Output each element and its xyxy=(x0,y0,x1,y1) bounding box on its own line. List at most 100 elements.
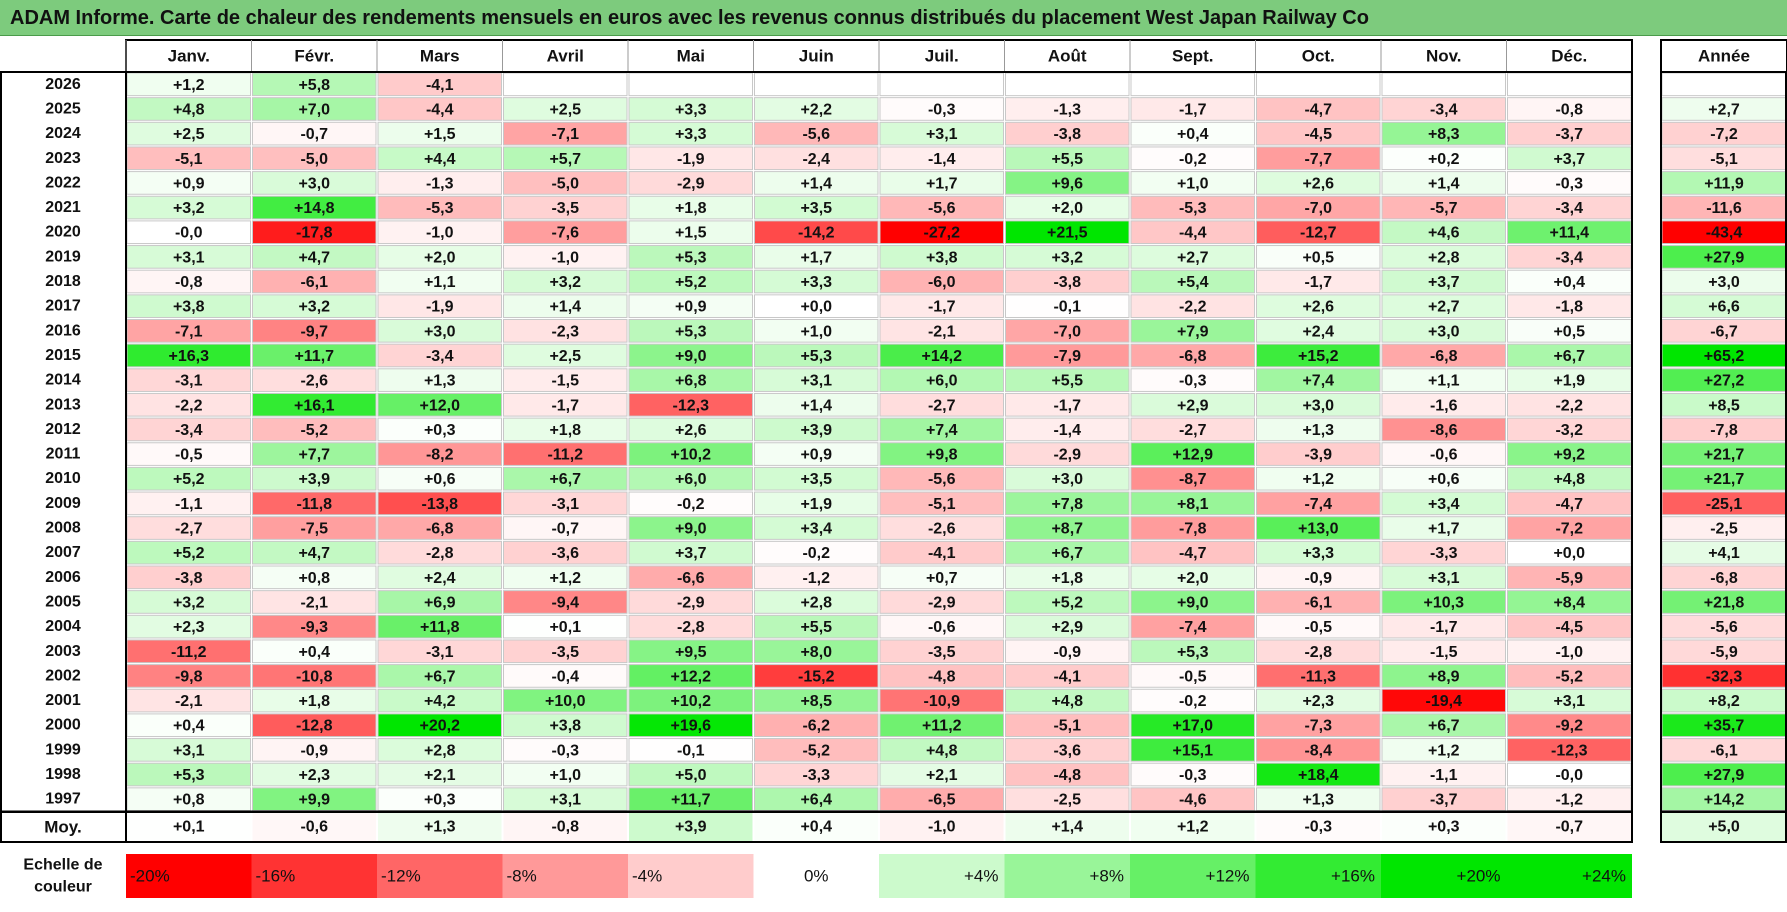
cell-value: +0,8 xyxy=(173,792,205,809)
cell-value: -4,7 xyxy=(1179,545,1207,562)
average-cell xyxy=(1005,813,1129,841)
heatmap-cell xyxy=(503,614,628,639)
heatmap-cell xyxy=(1381,97,1506,121)
heatmap-cell xyxy=(1381,392,1506,417)
heatmap-cell xyxy=(754,491,879,516)
cell-value: +3,0 xyxy=(424,323,456,340)
cell-value: +5,7 xyxy=(549,151,581,168)
cell-value: -5,3 xyxy=(426,200,454,217)
cell-value: -5,6 xyxy=(928,471,956,488)
cell-value: -0,2 xyxy=(802,545,830,562)
cell-value: +8,5 xyxy=(800,693,832,710)
cell-value: -1,6 xyxy=(1430,397,1458,414)
heatmap-cell xyxy=(1130,466,1255,491)
cell-value: -3,5 xyxy=(551,200,579,217)
cell-value: +1,4 xyxy=(800,397,832,414)
cell-value: -11,2 xyxy=(547,447,583,464)
cell-value: +0,9 xyxy=(675,299,707,316)
average-value: +0,3 xyxy=(1428,819,1460,836)
heatmap-cell xyxy=(503,245,628,269)
heatmap-cell xyxy=(252,171,377,195)
heatmap-cell xyxy=(503,688,628,713)
heatmap-cell xyxy=(1256,516,1381,540)
cell-value: +5,5 xyxy=(1051,373,1083,390)
cell-value: +6,7 xyxy=(1428,718,1460,735)
heatmap-cell xyxy=(1381,368,1506,392)
average-annual-cell xyxy=(1660,811,1787,843)
heatmap-cell xyxy=(879,762,1004,787)
heatmap-cell xyxy=(1256,343,1381,368)
cell-value: -1,9 xyxy=(426,299,454,316)
heatmap-cell xyxy=(252,762,377,787)
year-label: 2021 xyxy=(45,199,81,216)
heatmap-cell xyxy=(503,72,628,97)
year-label: 2002 xyxy=(45,667,81,684)
heatmap-cell xyxy=(1130,565,1255,590)
year-label: 2010 xyxy=(45,470,81,487)
heatmap-cell xyxy=(252,614,377,639)
title-bar: ADAM Informe. Carte de chaleur des rende… xyxy=(0,0,1787,36)
cell-value: -0,3 xyxy=(928,101,956,118)
heatmap-cell xyxy=(879,97,1004,121)
heatmap-cell xyxy=(628,639,753,664)
cell-value: -1,7 xyxy=(1304,274,1332,291)
color-scale-swatch xyxy=(126,854,252,898)
cell-value: +17,0 xyxy=(1173,718,1214,735)
cell-value: +0,0 xyxy=(1553,545,1585,562)
cell-value: -4,5 xyxy=(1304,126,1332,143)
cell-value: +0,4 xyxy=(298,644,330,661)
heatmap-cell xyxy=(503,269,628,294)
cell-value: +3,4 xyxy=(800,521,832,538)
heatmap-cell xyxy=(754,688,879,713)
heatmap-cell xyxy=(1256,269,1381,294)
heatmap-cell xyxy=(377,146,502,171)
cell-value: +6,4 xyxy=(800,792,832,809)
heatmap-cell xyxy=(1381,565,1506,590)
heatmap-cell xyxy=(1381,516,1506,540)
cell-value: -3,7 xyxy=(1430,792,1458,809)
cell-value: +1,7 xyxy=(1428,521,1460,538)
month-header: Mai xyxy=(677,47,705,66)
average-cell xyxy=(1256,813,1380,841)
cell-value: +0,2 xyxy=(1428,151,1460,168)
color-scale-swatch xyxy=(1004,854,1130,898)
page-title: ADAM Informe. Carte de chaleur des rende… xyxy=(10,7,1369,29)
heatmap-cell xyxy=(1005,368,1130,392)
color-scale-swatch xyxy=(1381,854,1507,898)
cell-value: +2,8 xyxy=(424,742,456,759)
heatmap-cell xyxy=(1256,417,1381,442)
cell-value: -1,7 xyxy=(1053,397,1081,414)
heatmap-cell xyxy=(1005,713,1130,738)
annual-value: +21,8 xyxy=(1704,594,1745,611)
cell-value: +2,9 xyxy=(1177,397,1209,414)
cell-value: +5,3 xyxy=(675,323,707,340)
cell-value: +1,8 xyxy=(298,693,330,710)
cell-value: -5,1 xyxy=(1053,718,1081,735)
heatmap-cell xyxy=(1130,294,1255,319)
cell-value: +1,0 xyxy=(549,767,581,784)
heatmap-cell xyxy=(628,72,753,97)
cell-value: +3,2 xyxy=(549,274,581,291)
heatmap-cell xyxy=(377,540,502,565)
heatmap-cell xyxy=(377,171,502,195)
color-scale-swatch xyxy=(377,854,503,898)
cell-value: +4,6 xyxy=(1428,225,1460,242)
color-scale-stop: -12% xyxy=(381,867,421,886)
annual-value: +65,2 xyxy=(1704,348,1745,365)
year-label: 2004 xyxy=(45,618,81,635)
cell-value: +9,5 xyxy=(675,644,707,661)
heatmap-cell xyxy=(754,72,879,97)
color-scale-swatch xyxy=(502,854,628,898)
heatmap-cell xyxy=(1130,417,1255,442)
heatmap-cell xyxy=(754,417,879,442)
cell-value: +3,9 xyxy=(800,422,832,439)
cell-value: -4,1 xyxy=(426,77,454,94)
color-scale-swatch xyxy=(1506,854,1632,898)
heatmap-cell xyxy=(879,417,1004,442)
cell-value: -1,7 xyxy=(1430,619,1458,636)
cell-value: -9,2 xyxy=(1555,718,1583,735)
cell-value: +2,3 xyxy=(1302,693,1334,710)
color-scale-swatch xyxy=(1255,854,1381,898)
cell-value: +3,7 xyxy=(675,545,707,562)
cell-value: +0,6 xyxy=(424,471,456,488)
